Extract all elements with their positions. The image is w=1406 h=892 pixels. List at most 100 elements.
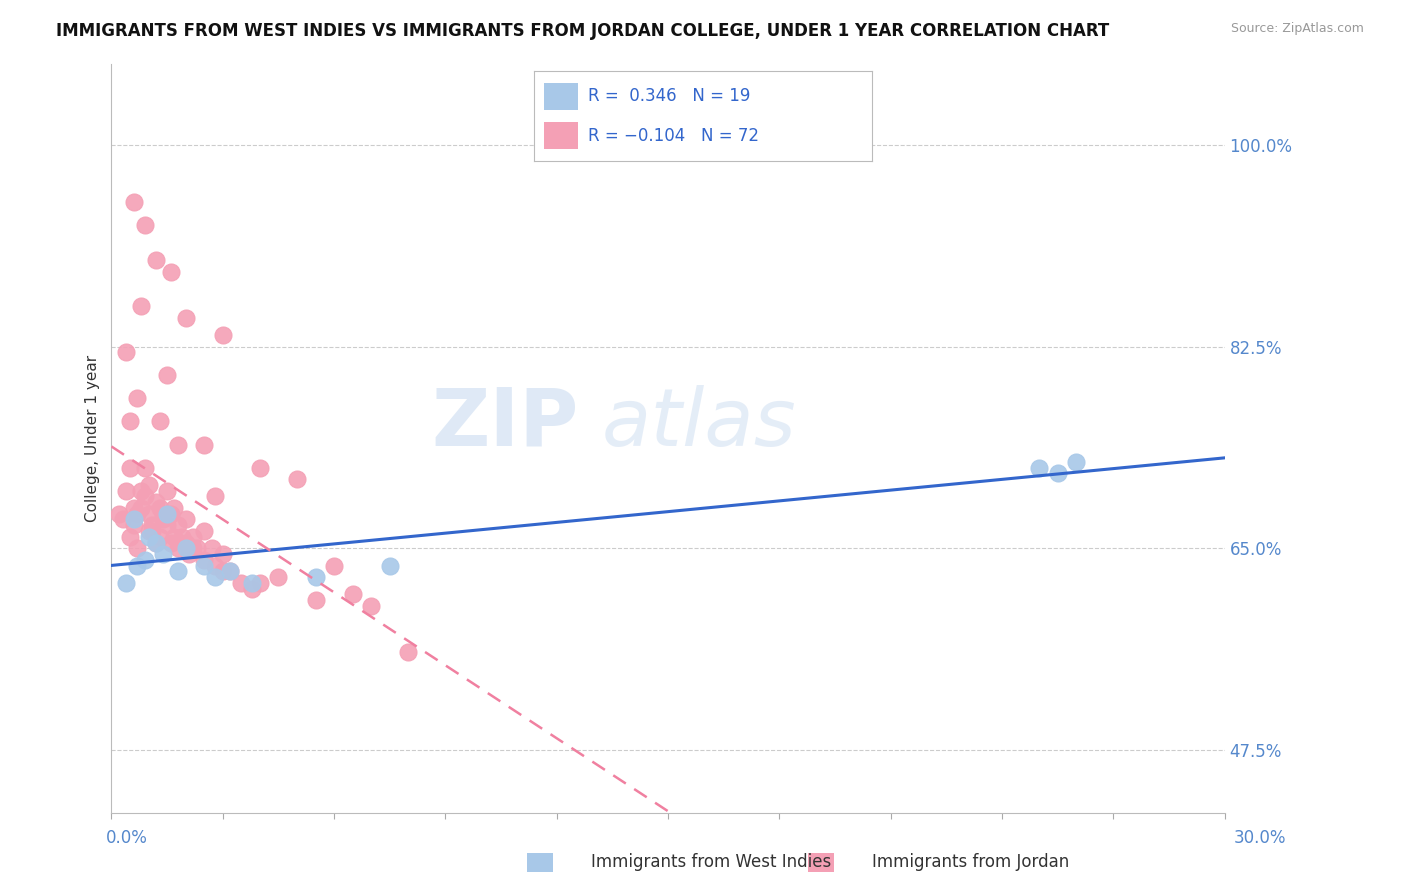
Point bbox=[219, 565, 242, 579]
Point bbox=[193, 437, 215, 451]
Point bbox=[186, 541, 208, 556]
Point bbox=[231, 575, 253, 590]
Point bbox=[1028, 460, 1050, 475]
Point bbox=[159, 507, 181, 521]
Text: Source: ZipAtlas.com: Source: ZipAtlas.com bbox=[1230, 22, 1364, 36]
Text: Immigrants from Jordan: Immigrants from Jordan bbox=[872, 853, 1069, 871]
Point bbox=[127, 392, 149, 406]
Point bbox=[249, 575, 271, 590]
Point bbox=[211, 547, 233, 561]
Point bbox=[115, 575, 138, 590]
Point bbox=[1046, 467, 1069, 481]
Point bbox=[163, 530, 186, 544]
Point bbox=[181, 530, 204, 544]
Point bbox=[174, 310, 197, 325]
Point bbox=[134, 490, 156, 504]
Point bbox=[152, 507, 174, 521]
Point bbox=[118, 530, 141, 544]
Point bbox=[156, 368, 179, 383]
Point bbox=[118, 414, 141, 428]
Point bbox=[181, 541, 204, 556]
Point bbox=[167, 437, 190, 451]
Point bbox=[141, 518, 163, 533]
Point bbox=[174, 541, 197, 556]
Point bbox=[211, 328, 233, 343]
Point bbox=[122, 195, 145, 210]
Point bbox=[396, 645, 419, 659]
Point bbox=[360, 599, 382, 613]
Point bbox=[134, 460, 156, 475]
Point bbox=[127, 507, 149, 521]
Point bbox=[127, 558, 149, 573]
Text: R = −0.104   N = 72: R = −0.104 N = 72 bbox=[588, 127, 759, 145]
Point bbox=[115, 345, 138, 359]
Point bbox=[149, 530, 172, 544]
Point bbox=[134, 219, 156, 233]
Point bbox=[193, 553, 215, 567]
Point bbox=[174, 535, 197, 549]
Point bbox=[204, 490, 226, 504]
Y-axis label: College, Under 1 year: College, Under 1 year bbox=[86, 355, 100, 523]
Point bbox=[179, 547, 201, 561]
Point bbox=[167, 518, 190, 533]
Text: atlas: atlas bbox=[602, 384, 796, 463]
Text: 30.0%: 30.0% bbox=[1234, 829, 1286, 847]
Point bbox=[145, 253, 167, 268]
Point bbox=[193, 558, 215, 573]
Point bbox=[138, 478, 160, 492]
Point bbox=[242, 575, 264, 590]
Point bbox=[108, 507, 131, 521]
Point bbox=[170, 530, 193, 544]
Text: 0.0%: 0.0% bbox=[105, 829, 148, 847]
Point bbox=[304, 570, 326, 584]
Point bbox=[134, 553, 156, 567]
Point bbox=[138, 507, 160, 521]
Text: IMMIGRANTS FROM WEST INDIES VS IMMIGRANTS FROM JORDAN COLLEGE, UNDER 1 YEAR CORR: IMMIGRANTS FROM WEST INDIES VS IMMIGRANT… bbox=[56, 22, 1109, 40]
Point bbox=[323, 558, 346, 573]
Point bbox=[211, 565, 233, 579]
Point bbox=[138, 524, 160, 538]
Text: ZIP: ZIP bbox=[432, 384, 579, 463]
Bar bbox=[544, 83, 578, 110]
Point bbox=[159, 535, 181, 549]
Point bbox=[167, 541, 190, 556]
Point bbox=[193, 524, 215, 538]
Point bbox=[149, 500, 172, 515]
Point bbox=[141, 524, 163, 538]
Point bbox=[122, 512, 145, 526]
Point bbox=[219, 565, 242, 579]
Point bbox=[156, 518, 179, 533]
Point bbox=[342, 587, 364, 601]
Point bbox=[152, 512, 174, 526]
Bar bbox=[544, 122, 578, 149]
Point bbox=[118, 460, 141, 475]
Point bbox=[204, 570, 226, 584]
Point bbox=[149, 414, 172, 428]
Point bbox=[204, 558, 226, 573]
Point bbox=[145, 495, 167, 509]
Point bbox=[163, 500, 186, 515]
Point bbox=[249, 460, 271, 475]
Point bbox=[152, 547, 174, 561]
Point bbox=[267, 570, 290, 584]
Point bbox=[1064, 455, 1087, 469]
Text: R =  0.346   N = 19: R = 0.346 N = 19 bbox=[588, 87, 751, 105]
Point bbox=[201, 541, 224, 556]
Point bbox=[159, 264, 181, 278]
Point bbox=[122, 518, 145, 533]
Point bbox=[129, 483, 152, 498]
Point bbox=[115, 483, 138, 498]
Point bbox=[111, 512, 134, 526]
Point bbox=[285, 472, 308, 486]
Point bbox=[156, 507, 179, 521]
Point bbox=[378, 558, 401, 573]
Point bbox=[174, 512, 197, 526]
Point bbox=[127, 541, 149, 556]
Point bbox=[304, 593, 326, 607]
Point bbox=[145, 535, 167, 549]
Text: Immigrants from West Indies: Immigrants from West Indies bbox=[591, 853, 831, 871]
Point bbox=[122, 500, 145, 515]
Point bbox=[138, 530, 160, 544]
Point bbox=[129, 299, 152, 313]
Point bbox=[129, 500, 152, 515]
